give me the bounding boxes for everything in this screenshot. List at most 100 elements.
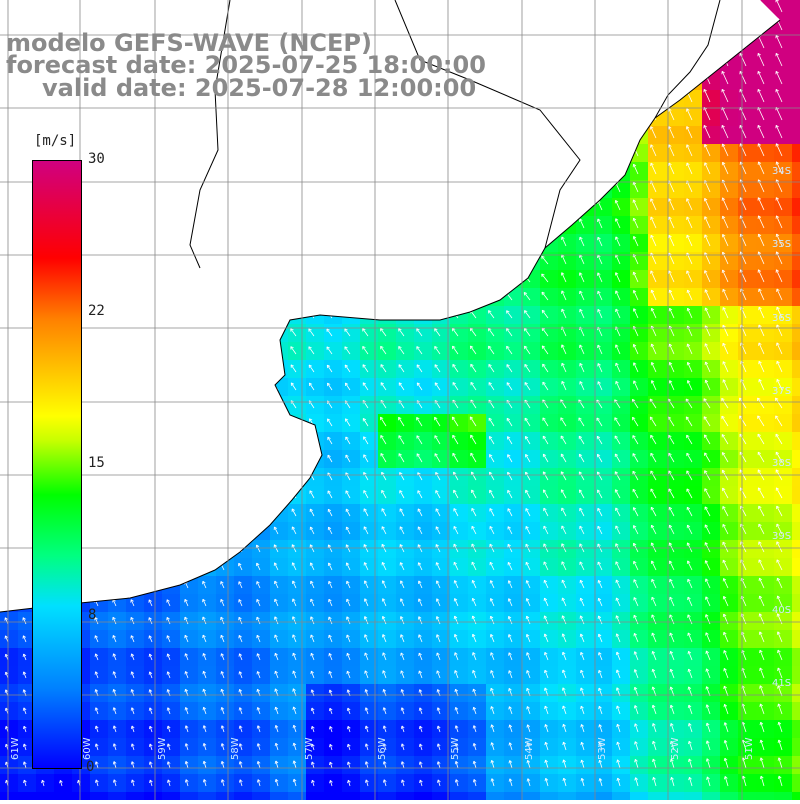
wind-cell bbox=[648, 378, 667, 397]
wind-cell bbox=[270, 666, 289, 685]
wind-cell bbox=[792, 792, 800, 800]
longitude-label: 52W bbox=[670, 737, 681, 760]
wind-cell bbox=[648, 360, 667, 379]
wind-cell bbox=[792, 288, 800, 307]
wind-cell bbox=[684, 396, 703, 415]
wind-cell bbox=[540, 684, 559, 703]
wind-cell bbox=[252, 612, 271, 631]
wind-cell bbox=[324, 342, 343, 361]
wind-cell bbox=[540, 540, 559, 559]
wind-cell bbox=[612, 486, 631, 505]
wind-cell bbox=[468, 594, 487, 613]
wind-cell bbox=[630, 162, 649, 181]
wind-cell bbox=[558, 756, 577, 775]
wind-cell bbox=[774, 774, 793, 793]
longitude-label: 56W bbox=[377, 737, 388, 760]
wind-cell bbox=[576, 288, 595, 307]
wind-cell bbox=[378, 576, 397, 595]
wind-cell bbox=[540, 342, 559, 361]
wind-cell bbox=[396, 630, 415, 649]
wind-cell bbox=[306, 396, 325, 415]
wind-cell bbox=[666, 594, 685, 613]
wind-cell bbox=[702, 720, 721, 739]
wind-cell bbox=[576, 558, 595, 577]
wind-cell bbox=[252, 774, 271, 793]
wind-cell bbox=[630, 486, 649, 505]
valid-date: valid date: 2025-07-28 12:00:00 bbox=[42, 76, 476, 100]
wind-cell bbox=[540, 666, 559, 685]
wind-cell bbox=[504, 486, 523, 505]
wind-cell bbox=[126, 792, 145, 800]
wind-cell bbox=[360, 702, 379, 721]
wind-cell bbox=[360, 378, 379, 397]
wind-cell bbox=[594, 342, 613, 361]
wind-cell bbox=[792, 450, 800, 469]
wind-cell bbox=[612, 216, 631, 235]
wind-cell bbox=[720, 756, 739, 775]
wind-cell bbox=[792, 504, 800, 523]
colorbar-tick-30: 30 bbox=[88, 151, 105, 167]
wind-cell bbox=[702, 576, 721, 595]
wind-cell bbox=[252, 738, 271, 757]
wind-cell bbox=[324, 450, 343, 469]
wind-cell bbox=[540, 522, 559, 541]
wind-cell bbox=[144, 630, 163, 649]
wind-cell bbox=[306, 504, 325, 523]
wind-cell bbox=[702, 756, 721, 775]
wind-cell bbox=[738, 162, 757, 181]
wind-cell bbox=[792, 414, 800, 433]
wind-cell bbox=[666, 648, 685, 667]
wind-cell bbox=[648, 450, 667, 469]
wind-cell bbox=[756, 90, 775, 109]
wind-cell bbox=[324, 720, 343, 739]
wind-cell bbox=[666, 288, 685, 307]
wind-cell bbox=[306, 684, 325, 703]
wind-cell bbox=[666, 684, 685, 703]
wind-cell bbox=[396, 360, 415, 379]
wind-cell bbox=[558, 540, 577, 559]
wind-cell bbox=[324, 738, 343, 757]
wind-cell bbox=[684, 756, 703, 775]
wind-cell bbox=[306, 360, 325, 379]
wind-cell bbox=[792, 144, 800, 163]
wind-cell bbox=[270, 738, 289, 757]
wind-cell bbox=[612, 666, 631, 685]
wind-cell bbox=[630, 648, 649, 667]
wind-cell bbox=[666, 612, 685, 631]
wind-cell bbox=[576, 648, 595, 667]
wind-cell bbox=[450, 378, 469, 397]
wind-cell bbox=[486, 792, 505, 800]
wind-cell bbox=[576, 702, 595, 721]
wind-cell bbox=[396, 450, 415, 469]
wind-cell bbox=[702, 612, 721, 631]
wind-cell bbox=[648, 468, 667, 487]
wind-cell bbox=[576, 720, 595, 739]
wind-cell bbox=[342, 414, 361, 433]
wind-cell bbox=[630, 450, 649, 469]
wind-cell bbox=[450, 396, 469, 415]
wind-cell bbox=[396, 414, 415, 433]
wind-cell bbox=[414, 774, 433, 793]
wind-cell bbox=[594, 558, 613, 577]
wind-cell bbox=[36, 774, 55, 793]
wind-cell bbox=[342, 540, 361, 559]
wind-cell bbox=[144, 648, 163, 667]
wind-cell bbox=[450, 666, 469, 685]
wind-cell bbox=[576, 396, 595, 415]
wind-cell bbox=[342, 504, 361, 523]
wind-cell bbox=[702, 360, 721, 379]
wind-cell bbox=[630, 612, 649, 631]
wind-cell bbox=[108, 702, 127, 721]
wind-cell bbox=[198, 756, 217, 775]
wind-cell bbox=[684, 612, 703, 631]
wind-cell bbox=[576, 792, 595, 800]
wind-cell bbox=[180, 648, 199, 667]
wind-cell bbox=[342, 432, 361, 451]
wind-cell bbox=[648, 540, 667, 559]
colorbar-tick-22: 22 bbox=[88, 303, 105, 319]
wind-cell bbox=[558, 378, 577, 397]
longitude-label: 53W bbox=[597, 737, 608, 760]
wind-cell bbox=[594, 522, 613, 541]
wind-cell bbox=[162, 612, 181, 631]
wind-cell bbox=[612, 702, 631, 721]
